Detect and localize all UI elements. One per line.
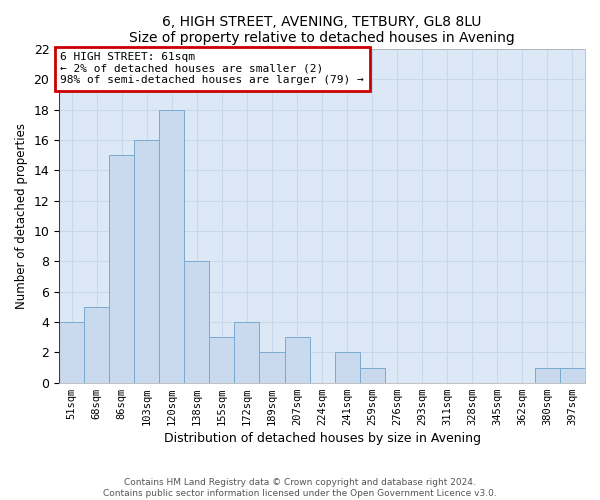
Y-axis label: Number of detached properties: Number of detached properties — [15, 123, 28, 309]
Bar — [335, 352, 359, 382]
Title: 6, HIGH STREET, AVENING, TETBURY, GL8 8LU
Size of property relative to detached : 6, HIGH STREET, AVENING, TETBURY, GL8 8L… — [129, 15, 515, 45]
Bar — [235, 322, 259, 382]
Bar — [109, 156, 134, 382]
Bar — [84, 307, 109, 382]
Bar — [284, 337, 310, 382]
Text: 6 HIGH STREET: 61sqm
← 2% of detached houses are smaller (2)
98% of semi-detache: 6 HIGH STREET: 61sqm ← 2% of detached ho… — [61, 52, 364, 86]
Bar — [535, 368, 560, 382]
Bar — [560, 368, 585, 382]
Bar — [359, 368, 385, 382]
X-axis label: Distribution of detached houses by size in Avening: Distribution of detached houses by size … — [164, 432, 481, 445]
Bar — [160, 110, 184, 382]
Text: Contains HM Land Registry data © Crown copyright and database right 2024.
Contai: Contains HM Land Registry data © Crown c… — [103, 478, 497, 498]
Bar — [134, 140, 160, 382]
Bar — [259, 352, 284, 382]
Bar — [209, 337, 235, 382]
Bar — [59, 322, 84, 382]
Bar — [184, 262, 209, 382]
